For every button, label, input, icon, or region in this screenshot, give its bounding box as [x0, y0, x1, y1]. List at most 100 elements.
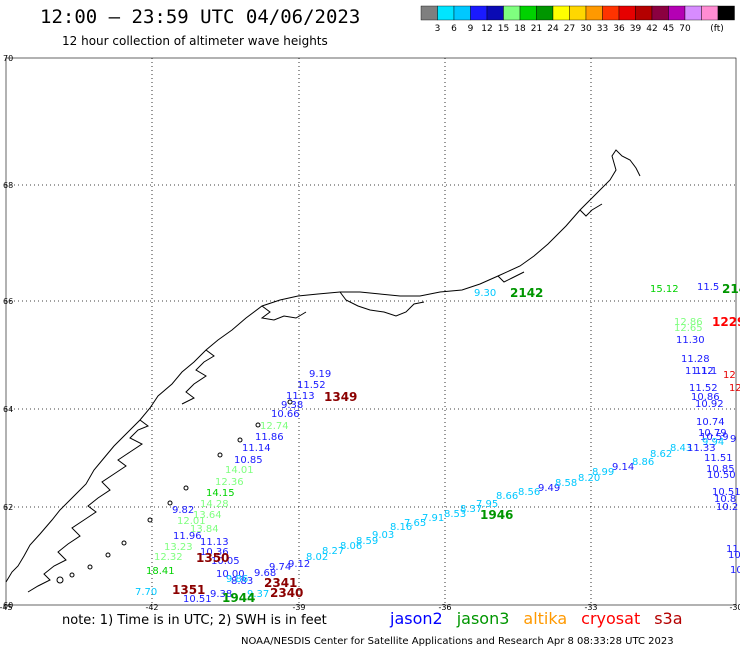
color-scale-legend: 3 6 9 12 15 18 21 24 27 30 33 36 39 42 45 70 (ft) — [420, 5, 735, 33]
lat-label: 64 — [3, 405, 13, 414]
lon-label: -42 — [145, 603, 158, 612]
axis-labels: 70 68 66 64 62 60-45 -42 -39 -36 -33 -30 — [0, 54, 740, 612]
colorbar-label: 39 — [630, 24, 642, 33]
lon-label: -30 — [729, 603, 740, 612]
observation-value: 11.13 — [286, 391, 315, 402]
pass-time-label: 2142 — [510, 286, 543, 300]
observation-value: 12 — [723, 370, 736, 381]
page-subtitle: 12 hour collection of altimeter wave hei… — [62, 34, 328, 48]
colorbar-label: 15 — [498, 24, 509, 33]
observation-value: 9.68 — [254, 568, 276, 579]
observation-value: 10.85 — [234, 455, 263, 466]
observation-value: 10.92 — [695, 399, 724, 410]
observation-value: 12 — [729, 383, 740, 394]
lon-label: -36 — [438, 603, 451, 612]
observation-value: 11.86 — [255, 432, 284, 443]
observation-value: 8.66 — [496, 491, 518, 502]
colorbar-label: 42 — [646, 24, 657, 33]
satellite-s3a: s3a — [654, 609, 683, 628]
colorbar-swatch — [717, 5, 735, 21]
observation-value: 10.8 — [714, 494, 736, 505]
observation-value: 10.50 — [707, 470, 736, 481]
colorbar-label: 12 — [481, 24, 492, 33]
observation-value: 11.13 — [200, 537, 229, 548]
observation-value: 8.53 — [444, 509, 466, 520]
pass-time-label: 1229 — [712, 315, 740, 329]
observation-value: 9.38 — [210, 589, 232, 600]
observation-value: 18.41 — [146, 566, 175, 577]
observation-value: 8.86 — [632, 457, 654, 468]
coastline — [5, 149, 641, 593]
observation-value: 8.56 — [518, 487, 540, 498]
observation-value: 11.28 — [681, 354, 710, 365]
observation-value: 14.28 — [200, 499, 229, 510]
observation-value: 10.79 — [698, 428, 727, 439]
lat-label: 70 — [3, 54, 13, 63]
observation-value: 12.86 — [674, 317, 703, 328]
observation-value: 10.36 — [200, 547, 229, 558]
colorbar-label: (ft) — [710, 24, 724, 33]
map-frame — [5, 57, 737, 606]
observation-value: 8.20 — [578, 473, 600, 484]
observation-value: 8.83 — [231, 576, 253, 587]
pass-time-label: 1349 — [324, 390, 357, 404]
observation-value: 9.03 — [372, 530, 394, 541]
observation-value: 13.84 — [190, 524, 219, 535]
pass-time-label: 1350 — [196, 551, 229, 565]
colorbar-label: 6 — [451, 24, 457, 33]
observation-value: 8.16 — [390, 522, 412, 533]
observation-value: 8.02 — [306, 552, 328, 563]
observation-value: 13.23 — [164, 542, 193, 553]
observation-value: 12.74 — [260, 421, 289, 432]
colorbar-label: 24 — [547, 24, 559, 33]
observation-value: 10.05 — [211, 556, 240, 567]
observation-value: 13.64 — [193, 510, 222, 521]
colorbar-label: 27 — [564, 24, 575, 33]
units-note: note: 1) Time is in UTC; 2) SWH is in fe… — [62, 613, 327, 628]
colorbar-label: 9 — [468, 24, 474, 33]
satellite-legend: jason2 jason3 altika cryosat s3a — [390, 609, 683, 628]
observation-value: 10.00 — [216, 569, 245, 580]
observation-value: 9.30 — [474, 288, 496, 299]
observation-value: 10.66 — [271, 409, 300, 420]
observation-value: 12.36 — [215, 477, 244, 488]
lat-label: 60 — [3, 601, 13, 610]
observation-value: 12.32 — [154, 552, 183, 563]
observation-value: 10.85 — [706, 464, 735, 475]
observation-value: 11.12 — [685, 366, 714, 377]
pass-time-label: 1946 — [480, 508, 513, 522]
observation-value: 8.62 — [650, 449, 672, 460]
observation-value: 7.70 — [135, 587, 157, 598]
pass-time-label: 2340 — [270, 586, 303, 600]
pass-time-label: 2341 — [264, 576, 297, 590]
map-gridlines — [6, 58, 736, 605]
observation-value: 9.19 — [309, 369, 331, 380]
observation-value: 11.96 — [173, 531, 202, 542]
colorbar-label: 3 — [435, 24, 441, 33]
observation-value: 8.58 — [555, 478, 577, 489]
observation-value: 8.59 — [356, 536, 378, 547]
observation-value: 9.82 — [172, 505, 194, 516]
observation-value: 10.51 — [712, 487, 740, 498]
observation-value: 9.86 — [226, 574, 248, 585]
observation-value: 11.14 — [242, 443, 271, 454]
observation-value: 8.37 — [460, 504, 482, 515]
observation-value: 11.30 — [676, 335, 705, 346]
observation-value: 9 — [730, 434, 736, 445]
observation-value: 15.12 — [650, 284, 679, 295]
observation-value: 14.15 — [206, 488, 235, 499]
lon-label: -39 — [292, 603, 305, 612]
observation-value: 9.38 — [281, 400, 303, 411]
colorbar-label: 21 — [531, 24, 542, 33]
observation-value: 10 — [728, 550, 740, 561]
observation-value: 11.5 — [697, 282, 719, 293]
observation-value: 11 — [726, 544, 739, 555]
observation-value: 7.95 — [476, 499, 498, 510]
observation-value: 12.01 — [177, 516, 206, 527]
observation-value: 9.37 — [247, 589, 269, 600]
observation-value: 10.59 — [700, 432, 729, 443]
observation-value: 9.49 — [538, 483, 560, 494]
colorbar-label: 70 — [679, 24, 691, 33]
